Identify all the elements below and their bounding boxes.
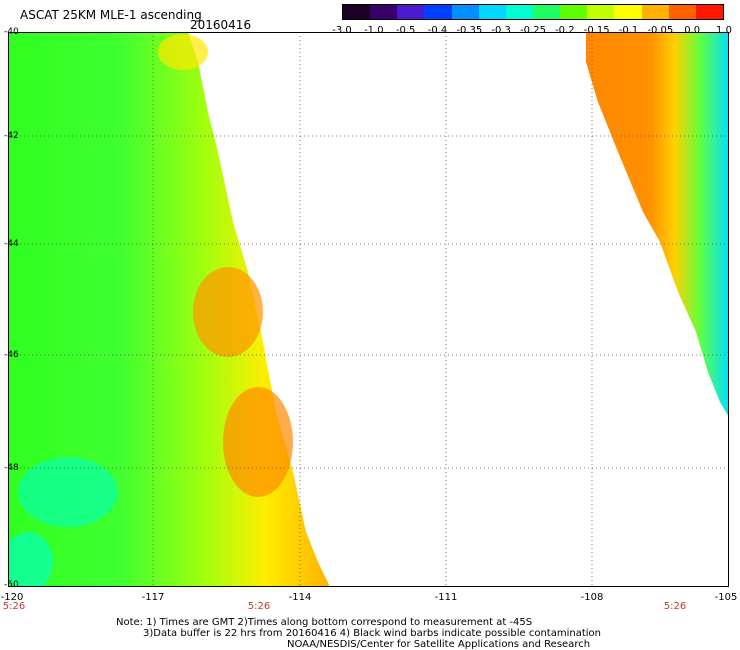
colorbar <box>342 4 724 20</box>
colorbar-swatch <box>587 5 615 19</box>
colorbar-swatch <box>695 5 723 19</box>
colorbar-label: -0.4 <box>427 25 448 36</box>
colorbar-swatch <box>397 5 425 19</box>
x-tick: -108 <box>580 592 604 603</box>
time-label: 5:26 <box>2 601 26 612</box>
right-swath <box>586 32 729 417</box>
colorbar-label: -0.1 <box>618 25 639 36</box>
x-tick: -105 <box>714 592 738 603</box>
map-swaths <box>8 32 729 587</box>
x-tick: -120 <box>0 592 24 603</box>
x-tick: -114 <box>288 592 312 603</box>
y-tick: -46 <box>4 350 19 360</box>
colorbar-label: -0.15 <box>583 25 610 36</box>
plot-frame <box>8 32 729 587</box>
note-line-2: 3)Data buffer is 22 hrs from 20160416 4)… <box>143 628 601 639</box>
note-line-1: Note: 1) Times are GMT 2)Times along bot… <box>116 617 533 628</box>
colorbar-swatch <box>370 5 398 19</box>
colorbar-swatch <box>343 5 371 19</box>
x-tick: -111 <box>434 592 458 603</box>
colorbar-swatch <box>451 5 479 19</box>
colorbar-label: -0.05 <box>647 25 674 36</box>
colorbar-label: -0.2 <box>555 25 575 36</box>
y-tick: -42 <box>4 131 19 141</box>
colorbar-label: -0.3 <box>491 25 511 36</box>
colorbar-label: -3.0 <box>332 25 352 36</box>
colorbar-swatch <box>641 5 669 19</box>
colorbar-swatch <box>478 5 506 19</box>
y-tick: -50 <box>4 580 19 590</box>
colorbar-label: -0.35 <box>456 25 483 36</box>
map-date: 20160416 <box>190 18 252 32</box>
map-title: ASCAT 25KM MLE-1 ascending <box>20 8 202 22</box>
colorbar-swatch <box>614 5 642 19</box>
colorbar-swatch <box>424 5 452 19</box>
y-tick: -40 <box>4 27 19 37</box>
time-label: 5:26 <box>247 601 271 612</box>
colorbar-label: -1.0 <box>364 25 384 36</box>
map-plot <box>8 32 729 587</box>
map-grid <box>8 32 729 587</box>
colorbar-label: -0.25 <box>520 25 546 36</box>
colorbar-label: 0.0 <box>684 25 701 36</box>
left-cool-region-2 <box>8 532 53 587</box>
x-tick: -117 <box>141 592 165 603</box>
left-warm-region <box>193 267 263 357</box>
left-cool-region <box>18 457 118 527</box>
left-warm-region-2 <box>223 387 293 497</box>
y-tick: -44 <box>4 239 19 249</box>
note-line-3: NOAA/NESDIS/Center for Satellite Applica… <box>287 639 591 650</box>
colorbar-swatch <box>668 5 696 19</box>
time-label: 5:26 <box>663 601 687 612</box>
colorbar-swatch <box>505 5 533 19</box>
colorbar-swatch <box>532 5 561 19</box>
colorbar-swatch <box>560 5 588 19</box>
colorbar-label: -0.5 <box>395 25 416 36</box>
left-yellow-region <box>158 34 208 70</box>
y-tick: -48 <box>4 463 19 473</box>
colorbar-label: 1.0 <box>716 25 732 36</box>
